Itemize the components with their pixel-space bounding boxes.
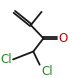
Text: O: O [59,32,68,45]
Text: Cl: Cl [41,65,52,78]
Text: Cl: Cl [1,53,12,66]
